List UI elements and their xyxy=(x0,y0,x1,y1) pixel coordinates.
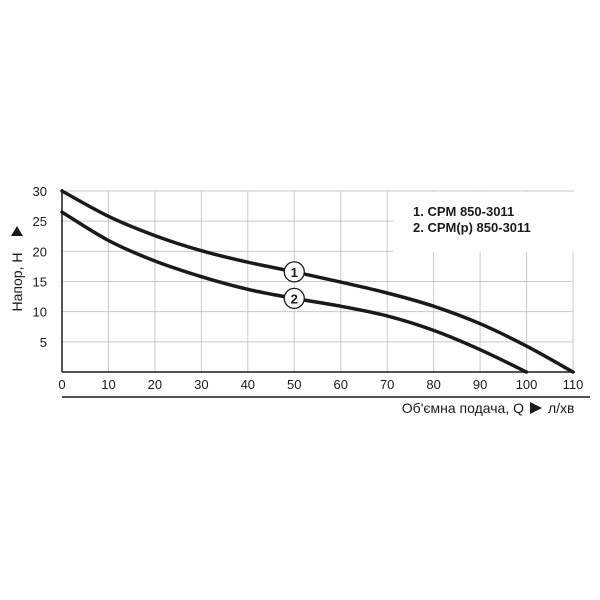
x-tick-label: 10 xyxy=(101,377,115,392)
x-tick-label: 110 xyxy=(563,377,584,392)
y-tick-label: 5 xyxy=(40,335,47,350)
legend-item-2: 2. CPM(p) 850-3011 xyxy=(413,220,531,235)
series-lines: 12 xyxy=(60,189,575,374)
legend-box xyxy=(393,192,581,252)
x-tick-label: 20 xyxy=(148,377,162,392)
y-tick-label: 20 xyxy=(33,244,47,259)
series-marker-1 xyxy=(283,261,305,283)
series-marker-2 xyxy=(283,287,305,310)
y-axis-label: Напор, Н xyxy=(9,253,25,312)
x-tick-label: 50 xyxy=(287,377,301,392)
tick-labels: 0 10 20 30 40 50 60 70 80 90 100 110 5 10 15 20 25 30 xyxy=(33,184,584,392)
x-tick-label: 90 xyxy=(473,377,487,392)
x-tick-label: 0 xyxy=(58,377,65,392)
x-tick-label: 30 xyxy=(194,377,208,392)
series-marker-label-2: 2 xyxy=(291,291,298,306)
y-axis-title: Напор, Н xyxy=(9,226,25,311)
legend-item-1: 1. CPM 850-3011 xyxy=(413,204,514,219)
y-axis-arrow-icon xyxy=(11,226,23,236)
x-axis-unit: л/хв xyxy=(548,400,575,416)
x-axis-title: Об'ємна подача, Q л/хв xyxy=(402,400,575,416)
legend: 1. CPM 850-3011 2. CPM(p) 850-3011 xyxy=(393,192,581,252)
series-line-1 xyxy=(60,189,575,374)
y-tick-label: 30 xyxy=(33,184,47,199)
x-tick-label: 40 xyxy=(241,377,255,392)
axes xyxy=(61,189,590,398)
x-tick-label: 80 xyxy=(426,377,440,392)
x-tick-label: 60 xyxy=(333,377,347,392)
y-tick-label: 10 xyxy=(33,305,47,320)
series-marker-label-1: 1 xyxy=(291,265,298,280)
y-tick-label: 25 xyxy=(33,214,47,229)
x-axis-arrow-icon xyxy=(530,402,542,414)
x-axis-label: Об'ємна подача, Q xyxy=(402,400,524,416)
x-tick-label: 100 xyxy=(516,377,538,392)
y-tick-label: 15 xyxy=(33,275,47,290)
x-tick-label: 70 xyxy=(380,377,394,392)
